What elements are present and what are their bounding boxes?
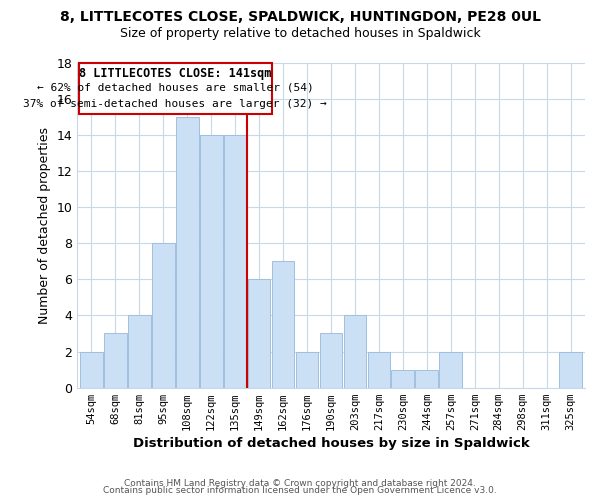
Bar <box>224 135 247 388</box>
Bar <box>128 316 151 388</box>
Bar <box>415 370 438 388</box>
Bar <box>391 370 414 388</box>
Text: 8, LITTLECOTES CLOSE, SPALDWICK, HUNTINGDON, PE28 0UL: 8, LITTLECOTES CLOSE, SPALDWICK, HUNTING… <box>59 10 541 24</box>
Bar <box>320 334 343 388</box>
Bar <box>439 352 462 388</box>
Text: Contains HM Land Registry data © Crown copyright and database right 2024.: Contains HM Land Registry data © Crown c… <box>124 478 476 488</box>
Text: 37% of semi-detached houses are larger (32) →: 37% of semi-detached houses are larger (… <box>23 99 327 109</box>
FancyBboxPatch shape <box>79 62 272 114</box>
Bar <box>559 352 582 388</box>
Bar <box>344 316 367 388</box>
Bar <box>248 280 271 388</box>
Bar <box>368 352 390 388</box>
Bar <box>152 243 175 388</box>
Text: Contains public sector information licensed under the Open Government Licence v3: Contains public sector information licen… <box>103 486 497 495</box>
Text: ← 62% of detached houses are smaller (54): ← 62% of detached houses are smaller (54… <box>37 83 314 93</box>
Bar <box>80 352 103 388</box>
Y-axis label: Number of detached properties: Number of detached properties <box>38 126 50 324</box>
Bar <box>176 116 199 388</box>
Bar <box>104 334 127 388</box>
Text: 8 LITTLECOTES CLOSE: 141sqm: 8 LITTLECOTES CLOSE: 141sqm <box>79 67 271 80</box>
Bar <box>272 261 295 388</box>
Bar <box>296 352 319 388</box>
X-axis label: Distribution of detached houses by size in Spaldwick: Distribution of detached houses by size … <box>133 437 529 450</box>
Text: Size of property relative to detached houses in Spaldwick: Size of property relative to detached ho… <box>119 28 481 40</box>
Bar <box>200 135 223 388</box>
